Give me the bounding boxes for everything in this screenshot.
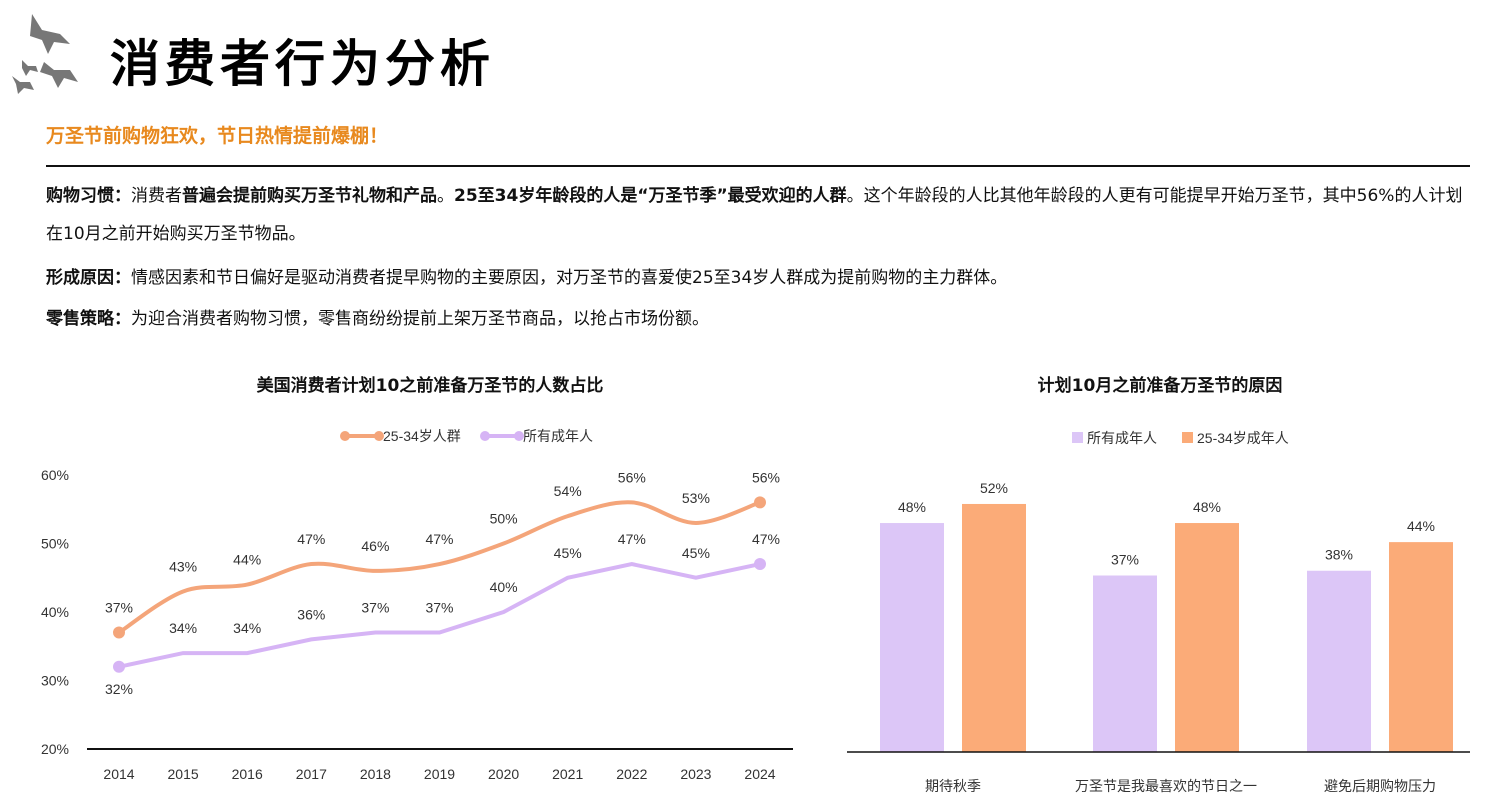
page-title: 消费者行为分析 [110, 35, 495, 93]
x-tick-label: 2021 [552, 766, 583, 782]
bar [1093, 575, 1157, 752]
data-label: 53% [682, 490, 710, 506]
text-segment: 购物习惯： [46, 186, 131, 206]
data-label: 47% [752, 531, 780, 547]
bar [1175, 523, 1239, 752]
x-tick-label: 2019 [424, 766, 455, 782]
x-tick-label: 2015 [168, 766, 199, 782]
line-chart: 20% 30% 40% 50% 60% 2014 2015 2016 2017 2018 2019 2… [41, 428, 793, 782]
data-label: 37% [425, 600, 453, 616]
data-point [113, 660, 125, 673]
data-label: 44% [1407, 518, 1435, 534]
data-label: 50% [490, 511, 518, 527]
data-label: 45% [554, 545, 582, 561]
data-label: 47% [618, 531, 646, 547]
legend-marker [374, 431, 384, 441]
x-tick-label: 2022 [616, 766, 647, 782]
x-tick-label: 2020 [488, 766, 519, 782]
x-tick-label: 期待秋季 [925, 778, 981, 794]
data-label: 47% [425, 531, 453, 547]
x-tick-label: 2018 [360, 766, 391, 782]
data-label: 46% [361, 538, 389, 554]
data-label: 38% [1325, 547, 1353, 563]
data-label: 47% [297, 531, 325, 547]
data-label: 48% [1193, 499, 1221, 515]
x-tick-label: 2014 [103, 766, 134, 782]
y-tick-label: 30% [41, 673, 69, 689]
data-label: 54% [554, 483, 582, 499]
text-segment: 形成原因： [46, 268, 131, 288]
legend-label: 所有成年人 [523, 428, 593, 444]
text-segment: 消费者 [131, 186, 182, 206]
x-tick-label: 2023 [680, 766, 711, 782]
y-tick-label: 60% [41, 467, 69, 483]
x-tick-label: 2024 [744, 766, 775, 782]
legend-label: 所有成年人 [1087, 430, 1157, 446]
bar [1307, 570, 1371, 752]
paragraph-shopping-habits: 购物习惯：消费者普遍会提前购买万圣节礼物和产品。25至34岁年龄段的人是“万圣节… [46, 177, 1466, 253]
series-line-25-34 [117, 500, 761, 635]
legend-marker [514, 431, 524, 441]
text-segment: 25至34岁年龄段的人是“万圣节季”最受欢迎的人群 [454, 186, 847, 206]
x-tick-label: 2017 [296, 766, 327, 782]
data-label: 48% [898, 499, 926, 515]
bar [962, 503, 1026, 752]
text-segment: 。这个年龄段的人比其他年龄段的人更有可能提早开始万圣节，其中56%的人计划在10… [46, 186, 1463, 244]
data-label: 37% [105, 600, 133, 616]
data-label: 45% [682, 545, 710, 561]
data-label: 36% [297, 606, 325, 622]
page-subtitle: 万圣节前购物狂欢，节日热情提前爆棚！ [46, 125, 389, 147]
data-point [754, 558, 766, 571]
legend-label: 25-34岁成年人 [1197, 430, 1289, 446]
data-label: 40% [490, 579, 518, 595]
y-tick-label: 20% [41, 741, 69, 757]
bar-chart-title: 计划10月之前准备万圣节的原因 [1037, 376, 1283, 396]
text-segment: 零售策略： [46, 309, 131, 329]
text-segment: 普遍会提前购买万圣节礼物和产品 [182, 186, 437, 206]
series-line-all-adults [118, 562, 761, 669]
bar-chart: 所有成年人 25-34岁成年人 48% 52% 期待秋季 37% 48% 万圣节是我最喜欢的节… [847, 430, 1470, 794]
data-label: 43% [169, 558, 197, 574]
bar [1389, 542, 1453, 752]
data-label: 34% [169, 620, 197, 636]
data-label: 52% [980, 480, 1008, 496]
legend-marker [480, 431, 490, 441]
data-label: 32% [105, 681, 133, 697]
data-label: 44% [233, 552, 261, 568]
divider [46, 165, 1470, 167]
x-tick-label: 2016 [232, 766, 263, 782]
x-tick-label: 万圣节是我最喜欢的节日之一 [1075, 778, 1257, 794]
paragraph-retail-strategy: 零售策略：为迎合消费者购物习惯，零售商纷纷提前上架万圣节商品，以抢占市场份额。 [46, 300, 1466, 338]
bar [880, 523, 944, 752]
line-chart-title: 美国消费者计划10之前准备万圣节的人数占比 [256, 376, 604, 396]
data-label: 37% [361, 600, 389, 616]
data-label: 34% [233, 620, 261, 636]
legend-swatch [1072, 432, 1083, 443]
data-point [754, 496, 766, 509]
y-tick-label: 50% [41, 536, 69, 552]
data-label: 56% [618, 469, 646, 485]
legend-swatch [1182, 432, 1193, 443]
data-label: 37% [1111, 552, 1139, 568]
bats-icon [12, 14, 78, 94]
text-segment: 为迎合消费者购物习惯，零售商纷纷提前上架万圣节商品，以抢占市场份额。 [131, 309, 709, 329]
legend-marker [340, 431, 350, 441]
text-segment: 。 [437, 186, 454, 206]
y-tick-label: 40% [41, 604, 69, 620]
data-point [113, 626, 125, 639]
paragraph-reasons: 形成原因：情感因素和节日偏好是驱动消费者提早购物的主要原因，对万圣节的喜爱使25… [46, 259, 1466, 297]
x-tick-label: 避免后期购物压力 [1324, 778, 1436, 794]
legend-label: 25-34岁人群 [383, 428, 461, 444]
text-segment: 情感因素和节日偏好是驱动消费者提早购物的主要原因，对万圣节的喜爱使25至34岁人… [131, 268, 1008, 288]
data-label: 56% [752, 469, 780, 485]
